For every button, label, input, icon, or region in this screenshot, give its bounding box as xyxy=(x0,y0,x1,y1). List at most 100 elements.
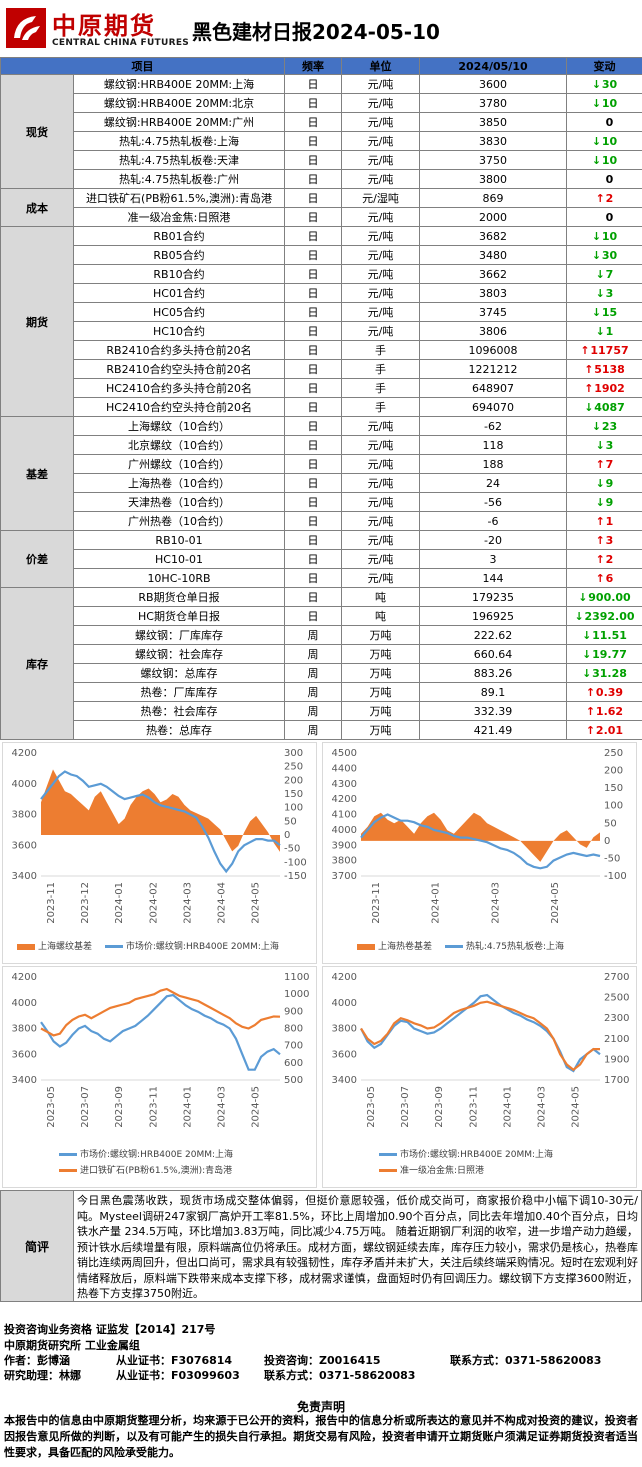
value-cell: 3750 xyxy=(419,150,567,170)
x-axis-tick: 2023-11 xyxy=(371,882,382,924)
right-axis-tick: 100 xyxy=(604,801,623,812)
change-cell: ↓9 xyxy=(566,492,642,512)
freq-cell: 日 xyxy=(284,131,342,151)
change-cell: ↓10 xyxy=(566,131,642,151)
right-axis-tick: 1700 xyxy=(604,1075,629,1086)
series-line-price xyxy=(360,813,601,870)
freq-cell: 日 xyxy=(284,454,342,474)
col-header-change: 变动 xyxy=(566,57,642,75)
value-cell: -62 xyxy=(419,416,567,436)
table-row: 库存 RB期货仓单日报日吨 179235 ↓900.00 xyxy=(0,587,642,740)
change-cell: ↓31.28 xyxy=(566,663,642,683)
chart-shanghai-rebar-basis: 4200 4000 3800 3600 3400 300 250 200 150 100 50 0 -5… xyxy=(2,742,317,964)
freq-cell: 日 xyxy=(284,150,342,170)
item-cell: 北京螺纹（10合约） xyxy=(73,435,285,455)
value-cell: 89.1 xyxy=(419,682,567,702)
institute-line: 中原期货研究所 工业金属组 xyxy=(4,1339,140,1352)
legend-label: 热轧:4.75热轧板卷:上海 xyxy=(465,942,564,952)
freq-cell: 日 xyxy=(284,492,342,512)
report-title: 黑色建材日报2024-05-10 xyxy=(192,20,440,44)
arrow-up-icon: ↑ xyxy=(580,343,590,357)
x-axis-tick: 2024-01 xyxy=(431,882,442,924)
change-cell: ↑11757 xyxy=(566,340,642,360)
freq-cell: 周 xyxy=(284,625,342,645)
right-axis-tick: 500 xyxy=(284,1075,303,1086)
item-cell: 螺纹钢：总库存 xyxy=(73,663,285,683)
unit-cell: 元/吨 xyxy=(341,283,420,303)
value-cell: 3780 xyxy=(419,93,567,113)
item-cell: HC05合约 xyxy=(73,302,285,322)
x-axis-tick: 2023-11 xyxy=(46,882,57,924)
left-axis-tick: 4200 xyxy=(12,972,37,983)
table-row: HC05合约日元/吨 3745 ↓15 xyxy=(1,302,642,322)
value-cell: 3 xyxy=(419,549,567,569)
chart-svg: 4200 4000 3800 3600 3400 300 250 200 150 100 50 0 -5… xyxy=(12,748,307,924)
left-axis-tick: 3900 xyxy=(332,840,357,851)
freq-cell: 日 xyxy=(284,93,342,113)
logo-chinese-name: 中原期货 xyxy=(52,12,156,40)
table-row: 价差 RB10-01 日元/吨 -20 ↑3 xyxy=(0,530,642,588)
change-value: 1 xyxy=(605,324,614,338)
item-cell: 上海螺纹（10合约） xyxy=(73,416,285,436)
item-cell: HC2410合约空头持仓前20名 xyxy=(73,397,285,417)
change-value: 0 xyxy=(605,210,614,224)
freq-cell: 日 xyxy=(284,359,342,379)
legend-label: 进口铁矿石(PB粉61.5%,澳洲):青岛港 xyxy=(80,1166,233,1176)
value-cell: 3745 xyxy=(419,302,567,322)
change-value: 2.01 xyxy=(595,723,624,737)
right-axis-tick: -50 xyxy=(284,844,300,855)
change-value: 7 xyxy=(605,267,614,281)
change-cell: ↑1902 xyxy=(566,378,642,398)
change-cell: ↓15 xyxy=(566,302,642,322)
series-line-price xyxy=(360,1000,600,1072)
x-axis-tick: 2024-01 xyxy=(502,1086,513,1128)
change-cell: ↓1 xyxy=(566,321,642,341)
chart-legend: 市场价:螺纹钢:HRB400E 20MM:上海 进口铁矿石(PB粉61.5%,澳… xyxy=(59,1147,233,1179)
assistant-cert: 从业证书：F03099603 xyxy=(116,1369,240,1382)
author-cert: 从业证书：F3076814 xyxy=(116,1354,233,1367)
x-axis-tick: 2024-05 xyxy=(251,882,262,924)
arrow-down-icon: ↓ xyxy=(595,495,605,509)
freq-cell: 日 xyxy=(284,587,342,607)
x-axis-tick: 2024-04 xyxy=(217,882,228,924)
change-value: 11757 xyxy=(590,343,629,357)
change-cell: ↑1 xyxy=(566,511,642,531)
change-value: 30 xyxy=(601,248,618,262)
table-header-row: 项目 频率 单位 2024/05/10 变动 xyxy=(0,57,642,75)
left-axis-tick: 3800 xyxy=(332,1024,357,1035)
item-cell: RB2410合约多头持仓前20名 xyxy=(73,340,285,360)
value-cell: 3850 xyxy=(419,112,567,132)
legend-swatch xyxy=(379,1153,397,1156)
value-cell: 660.64 xyxy=(419,644,567,664)
arrow-down-icon: ↓ xyxy=(582,628,592,642)
right-axis-tick: 150 xyxy=(604,783,623,794)
table-row: 现货 螺纹钢:HRB400E 20MM:上海日元/吨 3600 ↓30 xyxy=(0,74,642,189)
value-cell: 1221212 xyxy=(419,359,567,379)
arrow-down-icon: ↓ xyxy=(574,609,584,623)
freq-cell: 日 xyxy=(284,378,342,398)
x-axis-tick: 2023-07 xyxy=(80,1086,91,1128)
right-axis-tick: 1100 xyxy=(284,972,309,983)
legend-swatch xyxy=(104,945,123,948)
table-row: 10HC-10RB 日元/吨 144 ↑6 xyxy=(1,568,642,588)
unit-cell: 万吨 xyxy=(341,682,420,702)
chart-svg: 4200 4000 3800 3600 3400 2700 2500 2300 2100 1900… xyxy=(332,972,630,1128)
unit-cell: 手 xyxy=(341,359,420,379)
item-cell: 热轧:4.75热轧板卷:广州 xyxy=(73,169,285,189)
left-axis-tick: 4300 xyxy=(332,779,357,790)
item-cell: 10HC-10RB xyxy=(73,568,285,588)
change-cell: 0 xyxy=(566,207,642,227)
chart-svg: 4200 4000 3800 3600 3400 1100 1000 900 800 700 600… xyxy=(12,972,310,1128)
arrow-down-icon: ↓ xyxy=(582,647,592,661)
x-axis-tick: 2024-02 xyxy=(148,882,159,924)
table-row: 热轧:4.75热轧板卷:上海日元/吨 3830 ↓10 xyxy=(1,131,642,151)
value-cell: 196925 xyxy=(419,606,567,626)
change-cell: ↓10 xyxy=(566,93,642,113)
arrow-up-icon: ↑ xyxy=(595,552,605,566)
value-cell: 648907 xyxy=(419,378,567,398)
item-cell: 螺纹钢：社会库存 xyxy=(73,644,285,664)
left-axis-tick: 3600 xyxy=(12,840,37,851)
unit-cell: 元/吨 xyxy=(341,511,420,531)
right-axis-tick: 50 xyxy=(604,818,617,829)
change-cell: ↓30 xyxy=(566,245,642,265)
